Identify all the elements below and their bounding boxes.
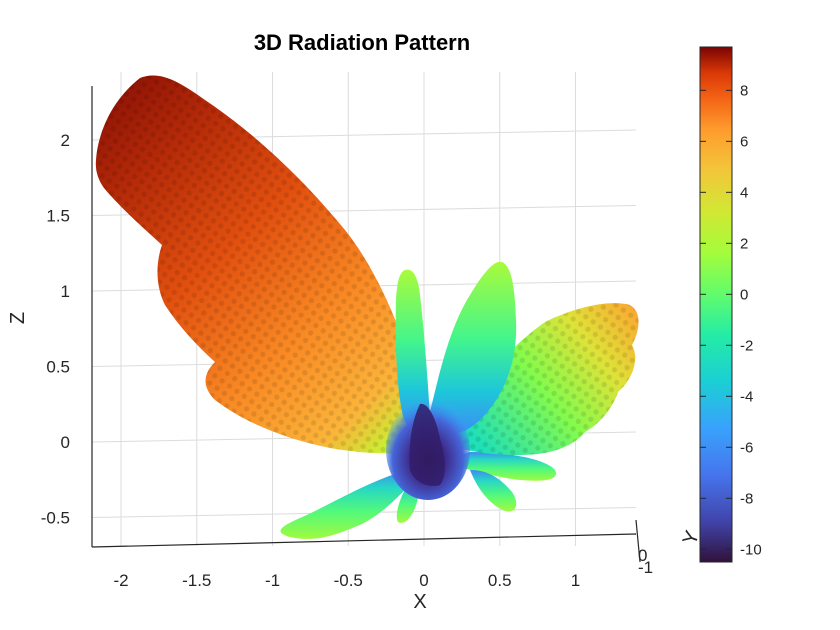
upper-center-lobe	[428, 261, 517, 435]
right-lobe-texture	[440, 303, 639, 455]
colorbar-tick-label: 0	[740, 286, 748, 303]
x-tick-label: -1	[265, 571, 280, 590]
z-tick-label: 2	[61, 131, 70, 150]
z-tick-labels: -0.5 0 0.5 1 1.5 2	[41, 131, 70, 528]
z-tick-label: 0.5	[46, 358, 70, 377]
z-tick-label: 1.5	[46, 207, 70, 226]
colorbar-tick-label: 2	[740, 235, 748, 252]
upper-left-lobe	[395, 269, 430, 430]
x-tick-labels: -2 -1.5 -1 -0.5 0 0.5 1	[113, 571, 580, 590]
y-axis-stub	[635, 519, 641, 563]
x-axis-line	[91, 533, 637, 548]
x-axis-title: X	[413, 591, 426, 613]
main-lobe-texture	[95, 75, 431, 454]
y-tick-label: -1	[638, 558, 653, 577]
radiation-pattern-surface	[95, 75, 639, 539]
z-axis-title: Z	[7, 312, 29, 324]
colorbar-tick-label: 4	[740, 184, 748, 201]
center-null-core	[409, 403, 445, 486]
chart-title: 3D Radiation Pattern	[254, 30, 470, 55]
x-tick-label: 1	[571, 571, 580, 590]
lower-bottom-right-lobe	[470, 470, 517, 512]
x-tick-label: -0.5	[334, 571, 363, 590]
colorbar: 8 6 4 2 0 -2 -4 -6 -8 -10	[699, 46, 762, 563]
colorbar-tick-label: 6	[740, 133, 748, 150]
colorbar-tick-label: 8	[740, 82, 748, 99]
z-tick-label: -0.5	[41, 509, 70, 528]
x-tick-label: -2	[113, 571, 128, 590]
lower-left-lobe	[280, 470, 412, 539]
colorbar-tick-label: -4	[740, 388, 753, 405]
y-tick-labels: 0-1	[638, 546, 653, 577]
colorbar-tick-label: -2	[740, 337, 753, 354]
z-tick-label: 1	[61, 282, 70, 301]
x-tick-label: 0.5	[488, 571, 512, 590]
x-tick-label: 0	[419, 571, 428, 590]
colorbar-tick-labels: 8 6 4 2 0 -2 -4 -6 -8 -10	[700, 82, 762, 558]
colorbar-gradient	[699, 46, 733, 563]
colorbar-tick-label: -6	[740, 439, 753, 456]
x-tick-label: -1.5	[182, 571, 211, 590]
colorbar-tick-label: -8	[740, 490, 753, 507]
z-tick-label: 0	[61, 433, 70, 452]
colorbar-tick-label: -10	[740, 541, 762, 558]
y-tick-label: 0	[638, 546, 647, 565]
